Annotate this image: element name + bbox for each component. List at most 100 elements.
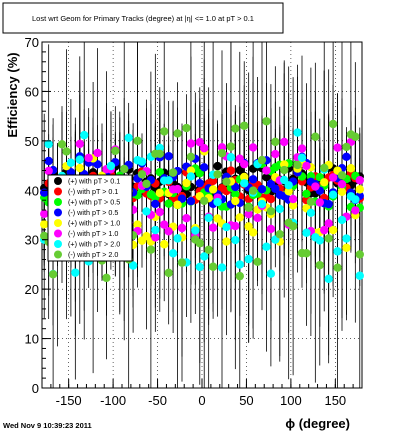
data-point: [306, 208, 316, 217]
data-point: [280, 137, 289, 147]
data-point: [213, 197, 222, 207]
data-point: [186, 139, 196, 148]
data-point: [80, 130, 89, 140]
data-point: [226, 166, 236, 175]
data-point: [182, 123, 191, 133]
legend-label: (-) with pT > 2.0: [68, 250, 118, 259]
data-point: [208, 223, 218, 232]
data-point: [275, 230, 284, 239]
data-point: [257, 155, 267, 165]
data-point: [235, 271, 244, 281]
data-point: [186, 152, 196, 162]
data-point: [160, 240, 169, 249]
data-point: [217, 143, 227, 152]
data-point: [160, 220, 169, 229]
y-tick-label: 40: [25, 183, 39, 198]
data-point: [120, 164, 129, 174]
data-point: [222, 177, 231, 186]
y-tick-label: 30: [25, 233, 39, 248]
data-point: [186, 197, 196, 206]
chart-title: Lost wrt Geom for Primary Tracks (degree…: [32, 14, 254, 23]
data-point: [288, 221, 298, 231]
data-point: [315, 236, 324, 245]
data-point: [182, 213, 191, 223]
data-point: [337, 179, 347, 189]
data-point: [302, 189, 311, 199]
data-point: [240, 172, 249, 182]
data-point: [346, 164, 356, 173]
data-point: [155, 149, 164, 158]
data-point: [151, 233, 160, 242]
data-point: [155, 188, 164, 198]
data-point: [235, 165, 244, 175]
data-point: [217, 149, 227, 158]
legend-label: (-) with pT > 0.5: [68, 208, 118, 217]
data-point: [288, 194, 298, 204]
data-point: [213, 161, 222, 171]
data-point: [177, 258, 187, 267]
data-point: [324, 219, 333, 228]
legend-label: (-) with pT > 1.0: [68, 229, 118, 238]
data-point: [173, 184, 182, 194]
data-point: [182, 178, 191, 188]
data-point: [266, 269, 276, 278]
x-tick-label: -50: [148, 393, 167, 408]
y-tick-label: 60: [25, 84, 39, 99]
data-point: [200, 252, 209, 261]
data-point: [40, 220, 49, 229]
data-point: [231, 221, 240, 231]
data-point: [328, 225, 338, 235]
data-point: [164, 176, 173, 185]
legend-marker: [54, 219, 62, 227]
legend-label: (+) with pT > 1.0: [68, 219, 120, 228]
data-point: [248, 186, 258, 195]
data-point: [324, 274, 333, 284]
data-point: [71, 268, 80, 277]
axes: -150 -100 -50 0 50 100 150 0 10 20 30 40 50 60 70: [25, 35, 363, 408]
data-point: [288, 201, 298, 210]
data-point: [155, 167, 164, 177]
data-point: [262, 166, 271, 175]
legend-label: (-) with pT > 0.1: [68, 187, 118, 196]
data-point: [164, 227, 173, 236]
data-point: [84, 153, 93, 163]
data-point: [271, 149, 280, 159]
data-point: [195, 262, 204, 272]
data-point: [342, 152, 351, 162]
data-point: [102, 273, 111, 283]
data-point: [164, 268, 173, 278]
data-point: [306, 197, 316, 206]
data-point: [151, 199, 160, 209]
x-tick-label: 50: [239, 393, 253, 408]
legend-label: (+) with pT > 0.1: [68, 177, 120, 186]
legend-marker: [54, 229, 62, 238]
data-point: [44, 156, 53, 166]
data-point: [173, 234, 182, 243]
data-point: [195, 169, 204, 178]
y-tick-label: 20: [25, 282, 39, 297]
x-tick-label: -100: [100, 393, 126, 408]
data-point: [315, 198, 324, 207]
data-point: [44, 166, 53, 176]
data-point: [302, 161, 311, 171]
data-point: [195, 178, 204, 188]
data-point: [106, 161, 116, 171]
data-point: [160, 127, 169, 136]
data-point: [155, 143, 164, 153]
data-point: [351, 195, 360, 204]
data-point: [177, 223, 187, 233]
data-point: [133, 136, 142, 146]
data-point: [302, 228, 311, 237]
data-point: [342, 142, 351, 152]
legend-label: (+) with pT > 0.5: [68, 198, 120, 207]
data-point: [244, 209, 253, 219]
data-point: [222, 237, 231, 246]
data-point: [328, 119, 338, 129]
data-point: [40, 188, 49, 197]
data-point: [173, 200, 182, 209]
data-point: [320, 225, 329, 235]
data-point: [168, 168, 178, 177]
data-point: [262, 117, 271, 126]
data-point: [231, 196, 240, 206]
